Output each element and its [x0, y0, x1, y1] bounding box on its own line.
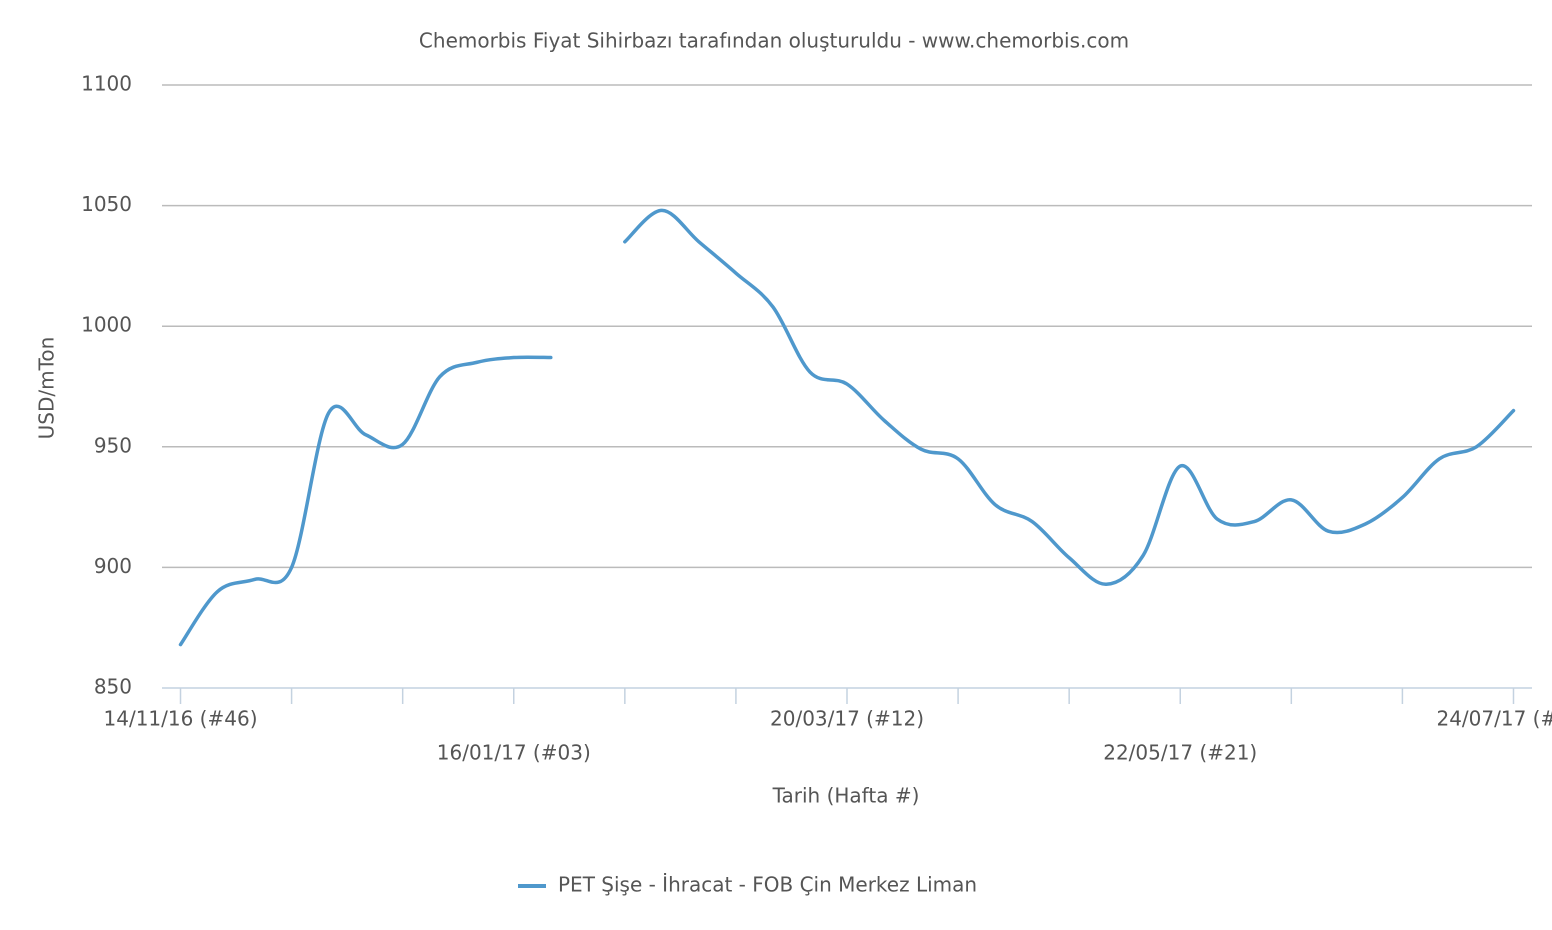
x-tick-label: 24/07/17 (#30): [1436, 707, 1552, 731]
x-tick-label: 22/05/17 (#21): [1103, 741, 1257, 765]
y-tick-label: 950: [94, 433, 132, 457]
y-tick-label: 900: [94, 554, 132, 578]
legend-label: PET Şişe - İhracat - FOB Çin Merkez Lima…: [558, 873, 977, 897]
y-axis-title: USD/mTon: [35, 337, 59, 440]
x-tick-label: 20/03/17 (#12): [770, 707, 924, 731]
y-tick-label: 1050: [81, 192, 132, 216]
y-tick-label: 1100: [81, 72, 132, 96]
x-tick-label: 14/11/16 (#46): [104, 707, 258, 731]
data-line: [178, 208, 1516, 647]
y-tick-label: 1000: [81, 313, 132, 337]
x-tick-label: 16/01/17 (#03): [437, 741, 591, 765]
chart-title: Chemorbis Fiyat Sihirbazı tarafından olu…: [419, 29, 1129, 53]
y-tick-label: 850: [94, 675, 132, 699]
x-axis-title: Tarih (Hafta #): [772, 784, 920, 808]
